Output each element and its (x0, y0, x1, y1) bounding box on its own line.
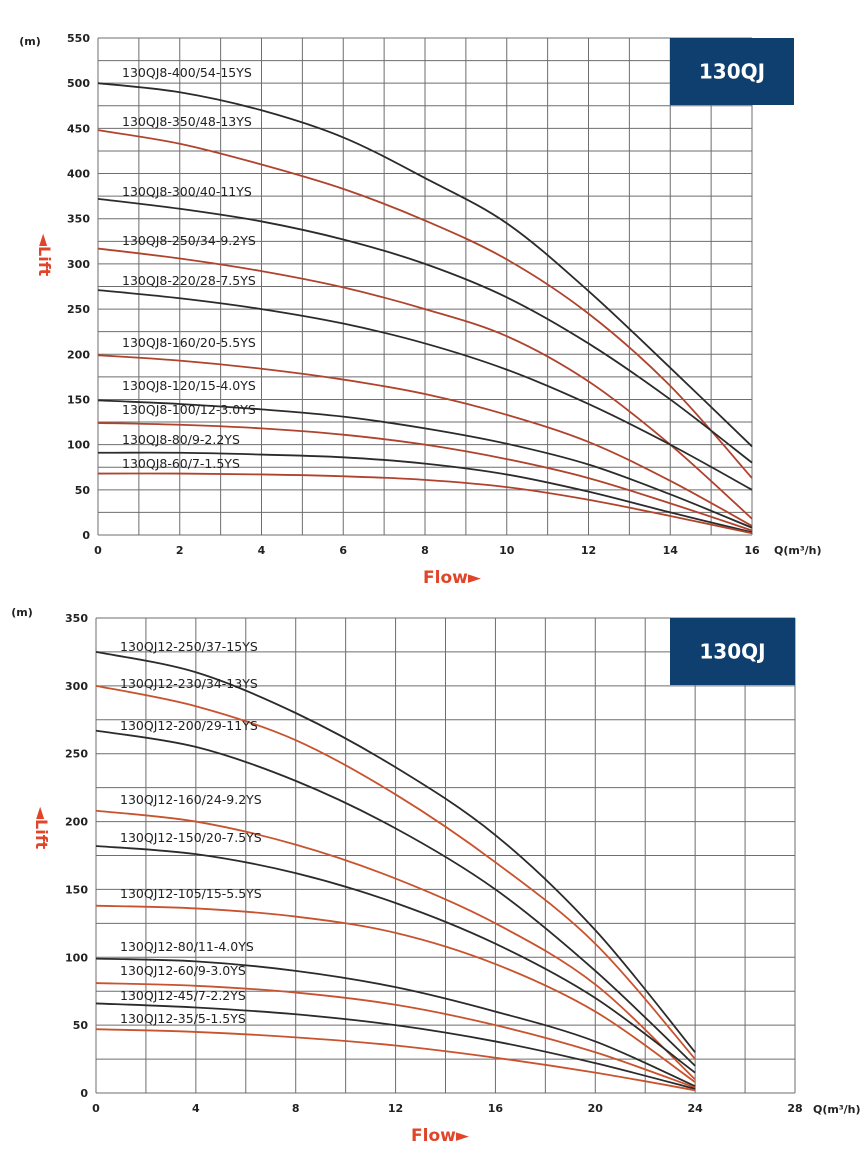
series-line (97, 399, 753, 529)
series-label: 130QJ8-220/28-7.5YS (122, 273, 256, 288)
y-tick-label: 400 (67, 168, 90, 181)
x-tick-label: 0 (94, 544, 102, 557)
x-tick-label: 16 (744, 544, 760, 557)
y-tick-label: 100 (65, 951, 88, 964)
x-unit: Q(m³/h) (774, 544, 822, 557)
x-unit: Q(m³/h) (813, 1103, 861, 1116)
series-label: 130QJ8-100/12-3.0YS (122, 402, 256, 417)
series-line (95, 904, 696, 1083)
y-axis-title: ◄Lift (35, 234, 54, 277)
x-tick-label: 16 (488, 1102, 504, 1115)
series-label: 130QJ12-35/5-1.5YS (120, 1011, 246, 1026)
series-label: 130QJ12-230/34-13YS (120, 676, 258, 691)
y-tick-label: 350 (65, 612, 88, 625)
series-label: 130QJ12-80/11-4.0YS (120, 939, 254, 954)
series-line (95, 1002, 696, 1090)
series-label: 130QJ12-200/29-11YS (120, 718, 258, 733)
series-line (97, 129, 753, 479)
x-axis-title: Flow► (423, 568, 482, 588)
series-line (95, 809, 696, 1081)
series-line (95, 684, 696, 1060)
y-unit: (m) (19, 35, 41, 48)
x-tick-label: 4 (258, 544, 266, 557)
series-line (97, 472, 753, 535)
y-tick-label: 200 (65, 816, 88, 829)
x-tick-label: 8 (421, 544, 429, 557)
y-tick-label: 550 (67, 32, 90, 45)
y-tick-label: 300 (65, 680, 88, 693)
series-label: 130QJ8-300/40-11YS (122, 184, 252, 199)
y-tick-label: 100 (67, 439, 90, 452)
y-tick-label: 0 (80, 1087, 88, 1100)
chart-2: 0 4 8 12 16 20 24 28050100150200250300350130QJ1… (11, 606, 860, 1146)
series-line (95, 651, 696, 1053)
x-tick-label: 2 (176, 544, 184, 557)
y-tick-label: 150 (65, 883, 88, 896)
series-line (97, 354, 753, 527)
series-label: 130QJ8-250/34-9.2YS (122, 233, 256, 248)
series-line (95, 845, 696, 1074)
y-unit: (m) (11, 606, 33, 619)
series-label: 130QJ12-250/37-15YS (120, 639, 258, 654)
series-label: 130QJ8-400/54-15YS (122, 65, 252, 80)
series-label: 130QJ12-60/9-3.0YS (120, 963, 246, 978)
badge-box (670, 618, 795, 685)
series-line (97, 289, 753, 491)
grid (95, 617, 796, 1094)
y-tick-label: 350 (67, 213, 90, 226)
x-tick-label: 10 (499, 544, 515, 557)
badge-box (670, 38, 794, 105)
y-axis-title: ◄Lift (32, 807, 51, 850)
y-tick-label: 200 (67, 348, 90, 361)
series-line (95, 1028, 696, 1092)
y-tick-label: 50 (75, 484, 91, 497)
series-label: 130QJ12-160/24-9.2YS (120, 792, 262, 807)
x-tick-label: 12 (388, 1102, 403, 1115)
x-tick-label: 24 (687, 1102, 703, 1115)
x-axis-title: Flow► (411, 1126, 470, 1146)
y-tick-label: 450 (67, 122, 90, 135)
series-line (95, 957, 696, 1088)
series-line (95, 729, 696, 1067)
series-label: 130QJ12-45/7-2.2YS (120, 988, 246, 1003)
series-line (97, 82, 753, 448)
y-tick-label: 300 (67, 258, 90, 271)
series-line (97, 451, 753, 534)
x-tick-label: 0 (92, 1102, 100, 1115)
series-label: 130QJ8-120/15-4.0YS (122, 378, 256, 393)
x-tick-label: 28 (787, 1102, 802, 1115)
y-tick-label: 250 (67, 303, 90, 316)
series-label: 130QJ8-60/7-1.5YS (122, 456, 240, 471)
series-line (97, 422, 753, 532)
y-tick-label: 500 (67, 77, 90, 90)
chart-1: 0 2 4 6 8 10 12 14 16 0 50 100 150 200 250 300 350 400 450… (19, 32, 821, 588)
y-tick-label: 250 (65, 748, 88, 761)
series-line (97, 197, 753, 464)
x-tick-label: 8 (292, 1102, 300, 1115)
badge-text: 130QJ (699, 60, 765, 84)
x-tick-label: 4 (192, 1102, 200, 1115)
badge-text: 130QJ (699, 640, 765, 664)
x-tick-label: 12 (581, 544, 596, 557)
x-tick-label: 20 (588, 1102, 604, 1115)
series-label: 130QJ8-160/20-5.5YS (122, 335, 256, 350)
series-label: 130QJ12-150/20-7.5YS (120, 830, 262, 845)
series-label: 130QJ8-350/48-13YS (122, 114, 252, 129)
x-tick-label: 14 (663, 544, 679, 557)
x-tick-label: 6 (339, 544, 347, 557)
series-line (95, 982, 696, 1089)
series-line (97, 247, 753, 520)
series-label: 130QJ8-80/9-2.2YS (122, 432, 240, 447)
y-tick-label: 0 (82, 529, 90, 542)
y-tick-label: 150 (67, 393, 90, 406)
series-label: 130QJ12-105/15-5.5YS (120, 886, 262, 901)
y-tick-label: 50 (73, 1019, 89, 1032)
